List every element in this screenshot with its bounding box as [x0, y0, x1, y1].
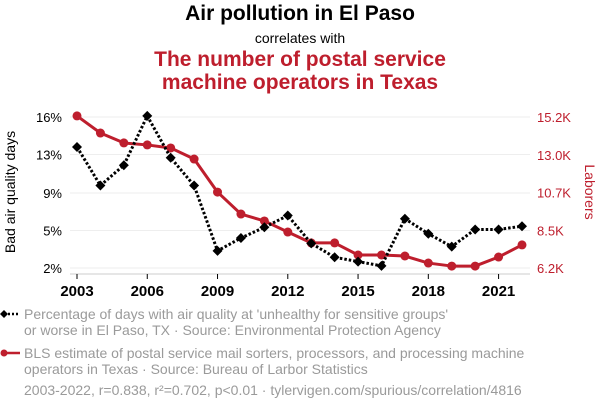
chart-title-secondary-line1: The number of postal service — [154, 48, 446, 71]
data-point-air-quality — [376, 260, 387, 271]
series-air-quality-line — [75, 112, 523, 268]
left-tick-label: 16% — [36, 110, 62, 125]
legend-marker-dotted-diamond-icon — [0, 310, 20, 318]
right-tick-label: 15.2K — [537, 110, 571, 125]
x-tick-label: 2009 — [201, 283, 234, 300]
data-point-laborers — [95, 128, 105, 138]
legend-text-air-quality-line1: Percentage of days with air quality at '… — [24, 306, 449, 322]
data-point-laborers — [142, 140, 152, 150]
series-air-quality — [72, 110, 527, 271]
gridlines — [70, 116, 530, 269]
data-point-laborers — [494, 252, 504, 262]
data-point-air-quality — [72, 141, 82, 152]
data-point-laborers — [376, 250, 386, 260]
series-laborers — [72, 111, 527, 271]
data-point-laborers — [166, 143, 176, 153]
legend-text-air-quality: Percentage of days with air quality at '… — [24, 306, 448, 338]
right-y-axis: 6.2K 8.5K 10.7K 13.0K 15.2K — [537, 110, 571, 276]
left-tick-label: 5% — [43, 224, 62, 239]
chart-canvas: 2003 2006 2009 2012 2015 2018 2021 2% 5% 9% 13% 16… — [2, 110, 598, 300]
data-point-laborers — [353, 250, 363, 260]
data-point-air-quality — [282, 210, 293, 221]
legend-text-laborers: BLS estimate of postal service mail sort… — [24, 345, 524, 377]
x-tick-label: 2006 — [131, 283, 164, 300]
data-point-laborers — [330, 238, 340, 248]
data-point-laborers — [119, 138, 129, 148]
data-point-laborers — [72, 111, 82, 121]
data-point-air-quality — [399, 213, 410, 224]
data-point-air-quality — [423, 228, 434, 239]
chart-title: Air pollution in El Paso — [185, 2, 415, 25]
data-point-laborers — [517, 240, 527, 250]
data-point-laborers — [423, 258, 433, 268]
chart-title-secondary-line2: machine operators in Texas — [161, 71, 439, 94]
x-tick-label: 2012 — [271, 283, 304, 300]
data-point-laborers — [259, 216, 269, 226]
left-tick-label: 2% — [43, 261, 62, 276]
right-tick-label: 6.2K — [537, 261, 564, 276]
data-point-air-quality — [353, 256, 364, 267]
data-point-air-quality — [142, 110, 153, 121]
data-point-air-quality — [259, 222, 270, 233]
data-point-air-quality — [165, 152, 176, 163]
data-point-laborers — [236, 209, 246, 219]
data-point-air-quality — [189, 180, 200, 191]
chart-subtitle: correlates with — [254, 30, 346, 46]
data-point-laborers — [189, 154, 199, 164]
data-point-laborers — [213, 187, 223, 197]
data-point-laborers — [447, 261, 457, 271]
correlation-footer: 2003-2022, r=0.838, r²=0.702, p<0.01 · t… — [24, 382, 522, 398]
data-point-laborers — [400, 251, 410, 261]
data-point-laborers — [470, 261, 480, 271]
data-point-air-quality — [493, 224, 504, 235]
right-tick-label: 13.0K — [537, 148, 571, 163]
x-tick-label: 2021 — [482, 283, 515, 300]
data-point-air-quality — [446, 241, 457, 252]
right-y-axis-label: Laborers — [582, 164, 598, 219]
data-point-air-quality — [306, 238, 317, 249]
data-point-laborers — [283, 227, 293, 237]
data-point-air-quality — [329, 252, 340, 263]
data-point-air-quality — [118, 160, 129, 171]
x-axis: 2003 2006 2009 2012 2015 2018 2021 — [60, 273, 530, 300]
left-tick-label: 9% — [43, 186, 62, 201]
x-tick-label: 2018 — [412, 283, 445, 300]
legend-text-laborers-line1: BLS estimate of postal service mail sort… — [24, 345, 525, 361]
left-y-axis: 2% 5% 9% 13% 16% — [36, 110, 62, 276]
data-point-air-quality — [95, 180, 106, 191]
right-tick-label: 10.7K — [537, 186, 571, 201]
left-y-axis-label: Bad air quality days — [2, 131, 18, 253]
data-point-air-quality — [470, 224, 481, 235]
legend-marker-circle-line-icon — [0, 349, 20, 357]
legend-text-air-quality-line2: or worse in El Paso, TX · Source: Enviro… — [24, 322, 441, 338]
chart-title-secondary: The number of postal service machine ope… — [0, 48, 600, 94]
data-point-air-quality — [212, 245, 223, 256]
x-tick-label: 2003 — [60, 283, 93, 300]
legend-text-laborers-line2: operators in Texas · Source: Bureau of L… — [24, 361, 368, 377]
data-point-air-quality — [235, 233, 246, 244]
left-tick-label: 13% — [36, 147, 62, 162]
x-tick-label: 2015 — [341, 283, 374, 300]
right-tick-label: 8.5K — [537, 223, 564, 238]
data-point-air-quality — [517, 221, 527, 232]
